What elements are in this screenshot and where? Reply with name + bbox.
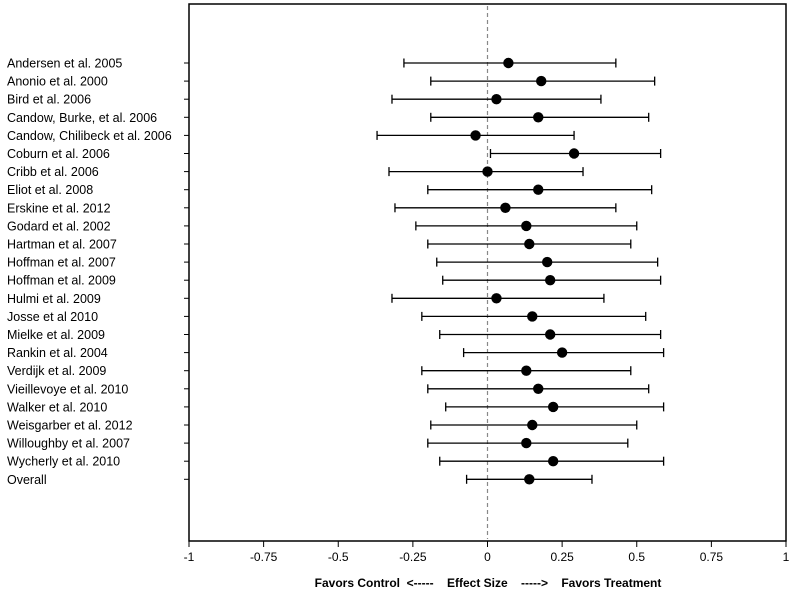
x-tick-label: 0.5 bbox=[628, 550, 645, 564]
confidence-intervals bbox=[376, 58, 665, 484]
point-estimate bbox=[527, 419, 538, 431]
study-label: Verdijk et al. 2009 bbox=[7, 364, 106, 378]
point-estimate bbox=[503, 57, 514, 69]
study-label: Candow, Chilibeck et al. 2006 bbox=[7, 129, 172, 143]
point-estimate bbox=[500, 202, 511, 213]
study-label: Bird et al. 2006 bbox=[7, 93, 91, 107]
x-tick-label: 0.25 bbox=[550, 550, 574, 564]
point-estimate bbox=[521, 365, 532, 376]
study-label: Erskine et al. 2012 bbox=[7, 201, 111, 215]
point-estimate bbox=[544, 275, 556, 286]
point-estimate bbox=[542, 256, 553, 268]
point-estimate bbox=[568, 148, 580, 159]
point-estimate bbox=[524, 474, 535, 485]
study-label: Josse et al 2010 bbox=[7, 310, 98, 324]
point-estimate bbox=[524, 238, 535, 250]
point-estimate bbox=[533, 383, 544, 394]
study-label: Coburn et al. 2006 bbox=[7, 147, 110, 161]
study-label: Wycherly et al. 2010 bbox=[7, 455, 120, 469]
point-estimate bbox=[491, 293, 502, 304]
x-tick-label: 1 bbox=[783, 550, 790, 564]
study-label: Weisgarber et al. 2012 bbox=[7, 419, 133, 433]
point-estimate bbox=[527, 311, 538, 322]
study-label: Overall bbox=[7, 473, 47, 487]
point-estimate bbox=[521, 220, 532, 232]
study-label: Hartman et al. 2007 bbox=[7, 238, 117, 252]
x-axis: -1 -0.75 -0.5 -0.25 0 0.25 0.5 0.75 1 bbox=[184, 541, 790, 564]
study-label: Hoffman et al. 2007 bbox=[7, 256, 116, 270]
study-label: Anonio et al. 2000 bbox=[7, 75, 108, 89]
study-label: Hoffman et al. 2009 bbox=[7, 274, 116, 288]
point-estimate bbox=[533, 112, 544, 123]
study-label: Candow, Burke, et al. 2006 bbox=[7, 111, 157, 125]
study-label: Godard et al. 2002 bbox=[7, 219, 111, 233]
point-estimate bbox=[547, 401, 559, 413]
study-label: Mielke et al. 2009 bbox=[7, 328, 105, 342]
point-estimate bbox=[533, 184, 544, 195]
point-estimates bbox=[470, 57, 580, 485]
x-tick-label: -1 bbox=[184, 550, 195, 564]
point-estimate bbox=[521, 437, 532, 449]
point-estimate bbox=[544, 329, 556, 340]
point-estimate bbox=[470, 130, 481, 141]
x-tick-label: 0 bbox=[484, 550, 491, 564]
point-estimate bbox=[482, 166, 493, 177]
x-tick-label: -0.5 bbox=[328, 550, 349, 564]
study-label: Rankin et al. 2004 bbox=[7, 346, 108, 360]
study-label: Eliot et al. 2008 bbox=[7, 183, 93, 197]
point-estimate bbox=[536, 75, 547, 87]
study-labels: Andersen et al. 2005 Anonio et al. 2000 Bi… bbox=[7, 57, 189, 487]
study-label: Vieillevoye et al. 2010 bbox=[7, 382, 128, 396]
point-estimate bbox=[556, 347, 568, 358]
x-tick-label: -0.25 bbox=[399, 550, 427, 564]
study-label: Walker et al. 2010 bbox=[7, 400, 107, 414]
study-label: Cribb et al. 2006 bbox=[7, 165, 99, 179]
study-label: Willoughby et al. 2007 bbox=[7, 437, 130, 451]
study-label: Andersen et al. 2005 bbox=[7, 57, 122, 71]
study-label: Hulmi et al. 2009 bbox=[7, 292, 101, 306]
point-estimate bbox=[491, 94, 502, 105]
x-tick-label: -0.75 bbox=[250, 550, 278, 564]
point-estimate bbox=[547, 456, 559, 467]
x-tick-label: 0.75 bbox=[700, 550, 724, 564]
x-axis-title: Favors Control <----- Effect Size ----->… bbox=[315, 576, 662, 590]
